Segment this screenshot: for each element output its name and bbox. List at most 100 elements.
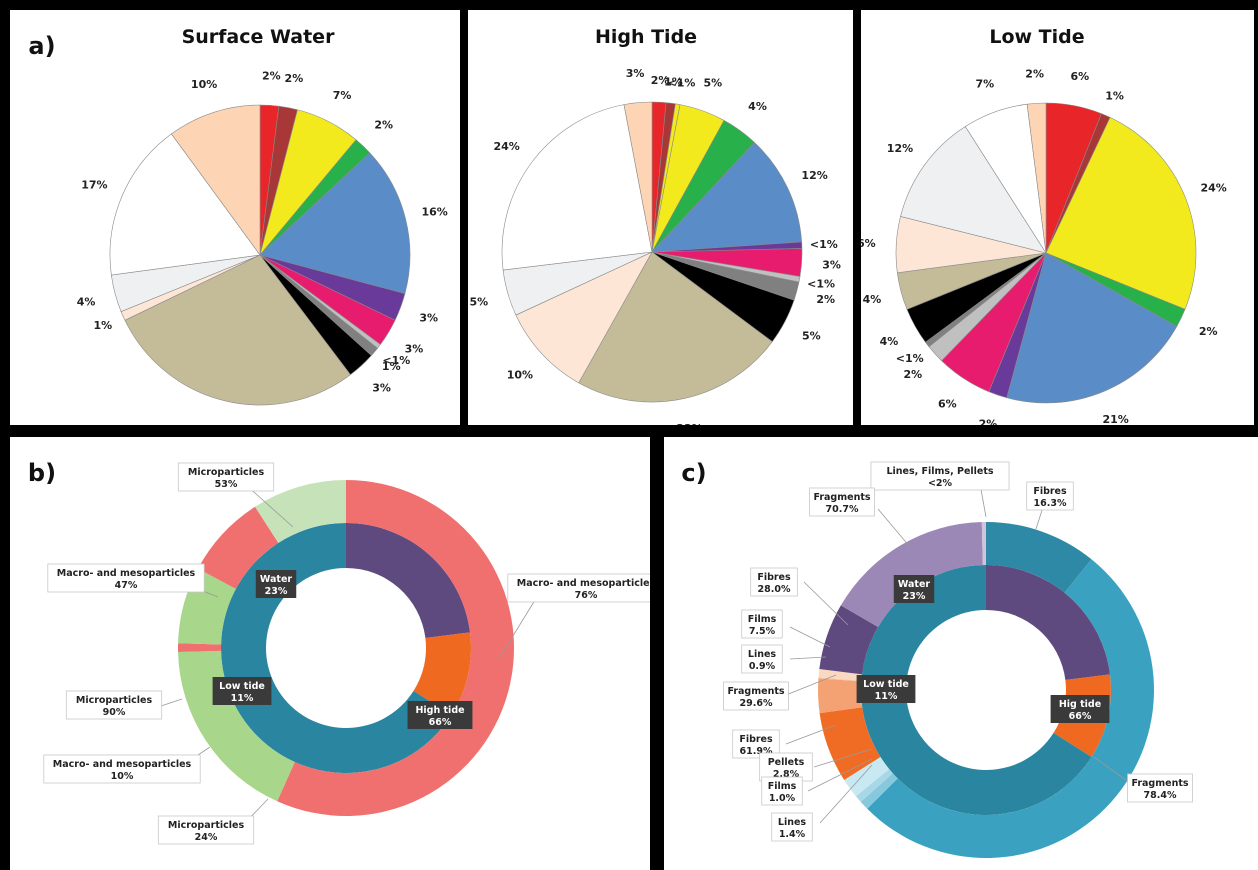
label-name: Pellets: [768, 757, 805, 768]
pie-slice-label: 10%: [507, 368, 533, 381]
pie-slice-label: <1%: [810, 238, 838, 251]
label-value: 11%: [875, 691, 898, 702]
inner-ring-label: Low tide11%: [213, 677, 272, 705]
pie-slice-label: 3%: [419, 312, 438, 325]
pie-slice-label: 21%: [1102, 413, 1128, 425]
label-value: 66%: [429, 717, 452, 728]
pie-slice-label: 7%: [975, 78, 994, 91]
pie-slice-label: 6%: [861, 237, 876, 250]
pie-slice-label: 4%: [77, 295, 96, 308]
label-name: Fibres: [757, 572, 791, 583]
pie-slice-label: 4%: [863, 293, 882, 306]
pie-slice-label: 24%: [494, 140, 520, 153]
label-name: Lines, Films, Pellets: [886, 466, 993, 477]
panel-a-surface-water: 2%2%7%2%16%3%3%<1%1%3%28%1%4%17%10%Surfa…: [10, 10, 460, 425]
label-value: 53%: [215, 479, 238, 490]
pie-slice-label: 28%: [205, 424, 231, 425]
pie-high-tide: 2%1%<1%5%4%12%<1%3%<1%2%5%23%10%5%24%3%H…: [468, 10, 853, 425]
label-name: Water: [898, 579, 931, 590]
pie-slice-label: 5%: [470, 295, 489, 308]
panel-label: a): [28, 32, 55, 60]
pie-slice-label: 24%: [1201, 182, 1227, 195]
callout-label: Macro- and mesoparticles47%: [48, 564, 204, 592]
label-value: 28.0%: [758, 584, 791, 595]
label-name: Macro- and mesoparticles: [517, 578, 650, 589]
pie-slice-label: <1%: [668, 77, 696, 90]
pie-slice-label: 4%: [880, 335, 899, 348]
pie-slice-label: 10%: [191, 78, 217, 91]
label-value: 66%: [1069, 711, 1092, 722]
leader-line: [878, 509, 910, 547]
label-name: Low tide: [863, 679, 909, 690]
leader-line: [804, 582, 848, 625]
pie-slice-label: 1%: [1105, 89, 1124, 102]
pie-slice-label: 7%: [333, 89, 352, 102]
leader-line: [790, 627, 830, 647]
label-value: 23%: [265, 586, 288, 597]
label-value: 16.3%: [1034, 498, 1067, 509]
label-value: 10%: [111, 771, 134, 782]
outer-ring-segment: [178, 643, 221, 652]
label-name: Fragments: [1131, 778, 1188, 789]
label-name: Fragments: [813, 492, 870, 503]
panel-label: b): [28, 459, 56, 487]
label-name: Lines: [778, 817, 807, 828]
chart-title: High Tide: [595, 26, 697, 48]
pie-slice-label: 2%: [285, 72, 304, 85]
pie-slice-label: 1%: [382, 360, 401, 373]
chart-title: Low Tide: [989, 26, 1084, 48]
pie-slice-label: 2%: [979, 417, 998, 425]
label-value: 24%: [195, 832, 218, 843]
callout-label: Fragments78.4%: [1128, 774, 1193, 802]
outer-ring-segment: [818, 678, 862, 713]
panel-label: c): [681, 459, 706, 487]
label-name: Macro- and mesoparticles: [53, 759, 192, 770]
pie-slice-label: 16%: [421, 205, 447, 218]
label-name: Fibres: [1033, 486, 1067, 497]
label-value: 78.4%: [1144, 790, 1177, 801]
pie-slice-label: <1%: [896, 352, 924, 365]
pie-slice-label: 2%: [262, 69, 281, 82]
label-value: 7.5%: [749, 626, 776, 637]
callout-label: Microparticles24%: [158, 816, 253, 844]
label-name: Microparticles: [188, 467, 265, 478]
label-value: 1.0%: [769, 793, 796, 804]
inner-ring-label: Hig tide66%: [1051, 695, 1110, 723]
pie-slice-label: 17%: [81, 178, 107, 191]
label-name: Microparticles: [168, 820, 245, 831]
callout-label: Microparticles53%: [178, 463, 273, 491]
label-value: 11%: [231, 693, 254, 704]
callout-label: Fragments70.7%: [810, 488, 875, 516]
label-name: Macro- and mesoparticles: [57, 568, 196, 579]
label-name: Low tide: [219, 681, 265, 692]
label-name: Hig tide: [1059, 699, 1101, 710]
pie-slice-label: 2%: [1199, 325, 1218, 338]
pie-slice-label: 6%: [938, 398, 957, 411]
pie-surface-water: 2%2%7%2%16%3%3%<1%1%3%28%1%4%17%10%Surfa…: [10, 10, 460, 425]
pie-slice-label: 3%: [372, 382, 391, 395]
callout-label: Lines, Films, Pellets<2%: [871, 462, 1009, 490]
pie-slice-label: 2%: [903, 368, 922, 381]
pie-slice-label: <1%: [807, 277, 835, 290]
label-name: Water: [260, 574, 293, 585]
label-name: Films: [768, 781, 797, 792]
callout-label: Fragments29.6%: [724, 682, 789, 710]
chart-title: Surface Water: [182, 26, 336, 48]
label-value: 0.9%: [749, 661, 776, 672]
label-value: 70.7%: [826, 504, 859, 515]
pie-slice-label: 4%: [748, 100, 767, 113]
label-name: Films: [748, 614, 777, 625]
pie-slice-label: 3%: [626, 67, 645, 80]
label-name: Microparticles: [76, 695, 153, 706]
pie-slice-label: 2%: [374, 118, 393, 131]
label-value: 90%: [103, 707, 126, 718]
pie-low-tide: 6%1%24%2%21%2%6%2%<1%4%4%6%12%7%2%Low Ti…: [861, 10, 1254, 425]
